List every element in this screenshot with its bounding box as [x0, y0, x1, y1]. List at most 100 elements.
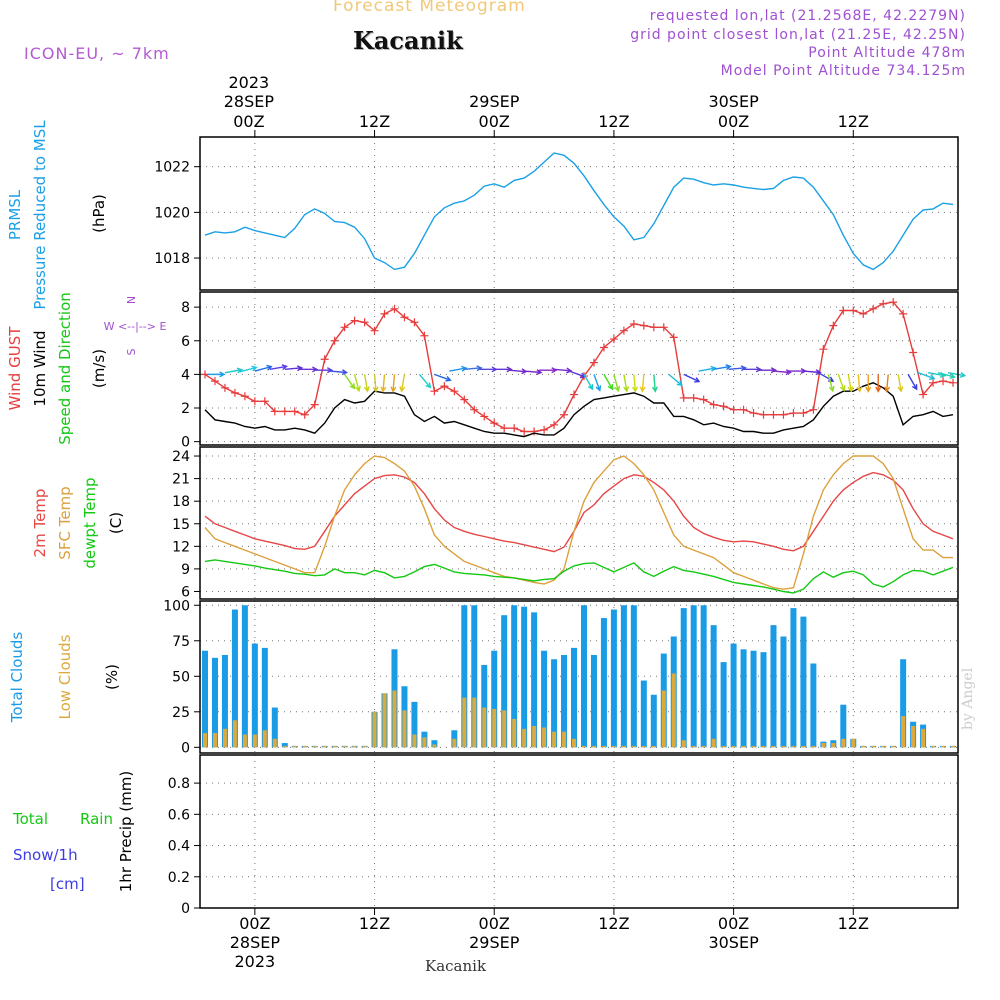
bar-clouds-1 — [332, 745, 337, 748]
gust-marker — [290, 407, 299, 416]
bar-clouds-0 — [610, 609, 617, 748]
bar-clouds-1 — [462, 697, 467, 748]
bottom-time-label: 29SEP — [469, 933, 520, 952]
wind-arrow — [884, 374, 891, 393]
bar-clouds-0 — [810, 663, 817, 748]
bar-clouds-0 — [590, 654, 597, 748]
wind-arrow — [865, 374, 872, 393]
wind-arrow — [698, 365, 717, 372]
gust-marker — [570, 390, 579, 399]
y-tick-label-precip: 0.2 — [168, 870, 190, 886]
bar-clouds-1 — [921, 728, 926, 748]
bar-clouds-1 — [422, 737, 427, 748]
gust-marker — [300, 410, 309, 419]
bar-clouds-1 — [751, 745, 756, 748]
gust-marker — [809, 405, 818, 414]
wind-arrow — [631, 374, 638, 393]
bar-clouds-0 — [271, 707, 278, 748]
line-wind-0 — [204, 301, 954, 433]
bottom-time-label: 2023 — [234, 952, 275, 971]
gust-marker — [530, 427, 539, 436]
gust-marker — [260, 397, 269, 406]
gust-marker — [370, 326, 379, 335]
wind-arrow — [837, 374, 846, 392]
gust-marker — [879, 299, 888, 308]
panel-frame — [199, 136, 959, 291]
gust-marker — [869, 304, 878, 313]
side-label-temperature-1: SFC Temp — [56, 486, 74, 559]
bar-clouds-0 — [241, 605, 248, 748]
bar-clouds-1 — [542, 727, 547, 748]
bottom-time-label: 00Z — [718, 914, 749, 933]
bar-clouds-1 — [252, 734, 257, 748]
bar-clouds-0 — [770, 625, 777, 748]
gust-marker — [490, 419, 499, 428]
y-tick-label-precip: 0.6 — [168, 807, 190, 823]
bar-clouds-1 — [352, 745, 357, 748]
bar-clouds-1 — [881, 745, 886, 748]
bar-clouds-0 — [650, 694, 657, 748]
line-pressure-0 — [204, 152, 954, 271]
wind-arrow — [937, 372, 956, 379]
bar-clouds-0 — [511, 605, 518, 748]
side-label-wind-3: (m/s) — [90, 349, 108, 388]
y-tick-label-clouds: 75 — [172, 634, 190, 650]
side-label-clouds-2: (%) — [103, 664, 121, 690]
gust-marker — [440, 382, 449, 391]
gust-marker — [779, 410, 788, 419]
bar-clouds-1 — [811, 745, 816, 748]
bar-clouds-0 — [231, 609, 238, 748]
y-tick-label-clouds: 25 — [172, 705, 190, 721]
wind-arrow — [329, 369, 349, 376]
gust-marker — [330, 336, 339, 345]
panel-wind — [194, 291, 967, 446]
gust-marker — [450, 387, 459, 396]
y-tick-label-pressure: 1022 — [154, 160, 190, 176]
bar-clouds-0 — [481, 664, 488, 748]
wind-arrow — [554, 367, 573, 374]
bar-clouds-1 — [212, 733, 217, 748]
top-time-label: 12Z — [838, 112, 869, 131]
bar-clouds-0 — [750, 650, 757, 748]
gust-marker — [729, 405, 738, 414]
gust-marker — [500, 424, 509, 433]
gust-marker — [510, 424, 519, 433]
wind-arrow — [539, 367, 558, 374]
bar-clouds-1 — [562, 731, 567, 748]
compass-west-east: W <--|--> E — [104, 320, 167, 333]
gust-marker — [270, 407, 279, 416]
bar-clouds-0 — [461, 605, 468, 748]
y-tick-label-temperature: 21 — [172, 472, 190, 488]
side-label-wind-2: Speed and Direction — [56, 292, 74, 445]
bar-clouds-0 — [710, 625, 717, 748]
gust-marker — [659, 323, 668, 332]
bar-clouds-0 — [900, 659, 907, 748]
legend-rain: Rain — [80, 810, 113, 828]
legend-snow: Snow/1h — [13, 846, 78, 864]
y-tick-label-temperature: 6 — [181, 584, 190, 600]
bar-clouds-1 — [432, 744, 437, 748]
bar-clouds-1 — [452, 738, 457, 748]
bar-clouds-1 — [911, 726, 916, 748]
bar-clouds-0 — [431, 740, 438, 748]
y-tick-label-clouds: 0 — [181, 740, 190, 756]
gust-marker — [350, 316, 359, 325]
wind-arrow — [299, 366, 319, 373]
side-label-clouds-1: Low Clouds — [56, 634, 74, 719]
bar-clouds-1 — [681, 740, 686, 748]
bar-clouds-1 — [851, 738, 856, 748]
line-temperature-2 — [204, 559, 954, 594]
wind-arrow — [907, 374, 918, 391]
gust-marker — [649, 323, 658, 332]
y-tick-label-wind: 6 — [181, 334, 190, 350]
bar-clouds-0 — [281, 743, 288, 748]
bar-clouds-0 — [680, 608, 687, 748]
wind-arrow — [875, 374, 882, 393]
bar-clouds-0 — [790, 608, 797, 748]
bar-clouds-1 — [472, 697, 477, 748]
y-tick-label-temperature: 18 — [172, 494, 190, 510]
gust-marker — [400, 313, 409, 322]
panel-frame — [199, 754, 959, 909]
bar-clouds-0 — [840, 704, 847, 748]
gust-marker — [240, 392, 249, 401]
